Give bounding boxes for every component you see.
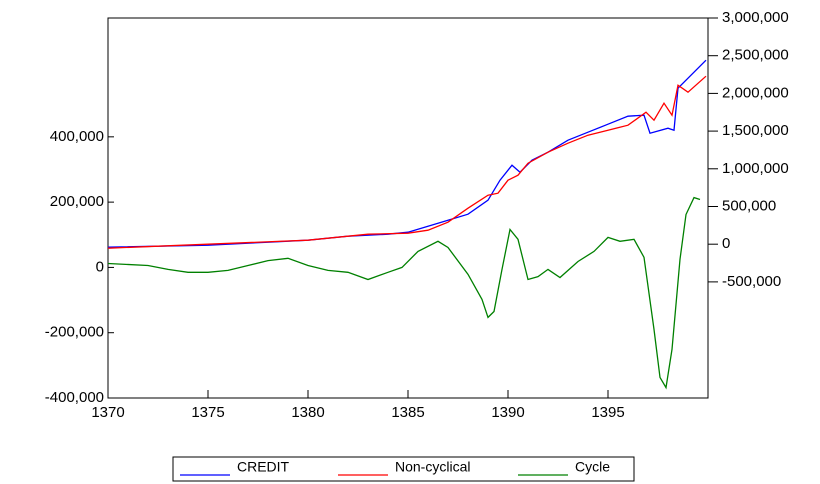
y2-tick-label: 1,500,000 [722, 122, 789, 139]
y2-tick-label: -500,000 [722, 273, 781, 290]
x-tick-label: 1380 [291, 404, 324, 421]
series-line [107, 196, 701, 390]
y-tick-label: 400,000 [50, 128, 104, 145]
y-tick-label: -200,000 [45, 324, 104, 341]
y2-tick-label: 3,000,000 [722, 9, 789, 26]
legend-label: CREDIT [237, 459, 290, 475]
y2-tick-label: 2,000,000 [722, 84, 789, 101]
x-tick-label: 1375 [191, 404, 224, 421]
legend-label: Cycle [575, 459, 610, 475]
x-tick-label: 1390 [491, 404, 524, 421]
x-tick-label: 1385 [391, 404, 424, 421]
x-tick-label: 1370 [91, 404, 124, 421]
y-tick-label: 200,000 [50, 193, 104, 210]
y2-tick-label: 500,000 [722, 197, 776, 214]
y-tick-label: -400,000 [45, 389, 104, 406]
legend-box [172, 456, 635, 482]
plot-frame [107, 17, 709, 399]
y2-tick-label: 0 [722, 235, 730, 252]
series-line [107, 59, 707, 248]
x-tick-label: 1395 [591, 404, 624, 421]
series-line [107, 75, 707, 249]
y2-tick-label: 1,000,000 [722, 160, 789, 177]
y-tick-label: 0 [96, 258, 104, 275]
legend-label: Non-cyclical [395, 459, 470, 475]
y2-tick-label: 2,500,000 [722, 47, 789, 64]
